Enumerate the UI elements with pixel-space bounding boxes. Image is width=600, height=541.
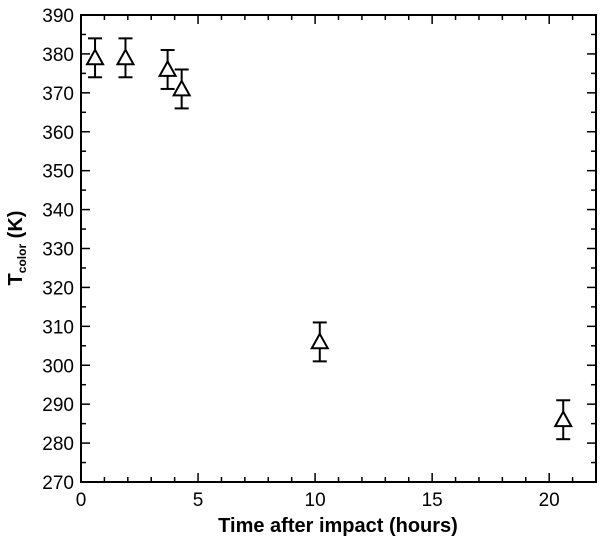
plot-frame: [80, 14, 597, 483]
triangle-marker: [157, 59, 178, 77]
x-tick-labels: 0 5 10 15 20: [76, 490, 560, 511]
y-tick-label: 350: [42, 162, 74, 183]
ticks-layer: [80, 14, 597, 483]
x-tick-label: 0: [76, 490, 87, 511]
data-point: [115, 37, 136, 79]
y-tick-label: 290: [42, 395, 74, 416]
x-tick-label: 10: [305, 490, 326, 511]
y-tick-label: 320: [42, 278, 74, 299]
y-tick-label: 280: [42, 434, 74, 455]
y-tick-label: 330: [42, 240, 74, 261]
triangle-marker: [171, 78, 192, 97]
x-tick-label: 5: [193, 490, 204, 511]
triangle-marker: [310, 331, 330, 350]
data-points: [85, 37, 573, 441]
x-tick-label: 20: [539, 490, 560, 511]
data-point: [310, 321, 330, 363]
triangle-marker: [115, 47, 136, 66]
y-tick-label: 300: [42, 356, 74, 377]
y-tick-label: 310: [42, 317, 74, 338]
x-tick-label: 15: [422, 490, 443, 511]
x-axis-title: Time after impact (hours): [218, 515, 458, 537]
y-axis-title-subscript: color: [15, 244, 29, 274]
y-tick-label: 270: [42, 473, 74, 494]
triangle-marker: [553, 409, 573, 428]
y-tick-label: 360: [42, 123, 74, 144]
data-point: [157, 49, 178, 90]
triangle-marker: [85, 47, 105, 66]
y-tick-labels: 270 280 290 300 310 320 330 340 350 360 370 380 390: [42, 6, 74, 494]
y-tick-label: 340: [42, 201, 74, 222]
y-axis-title-main: T: [5, 273, 27, 285]
y-tick-label: 370: [42, 84, 74, 105]
y-tick-label: 380: [42, 45, 74, 66]
y-axis-title-unit: (K): [5, 211, 27, 244]
data-point: [85, 37, 105, 79]
y-axis-title: Tcolor (K): [5, 211, 29, 286]
data-point: [553, 399, 573, 441]
y-tick-label: 390: [42, 6, 74, 27]
data-point: [171, 68, 192, 110]
